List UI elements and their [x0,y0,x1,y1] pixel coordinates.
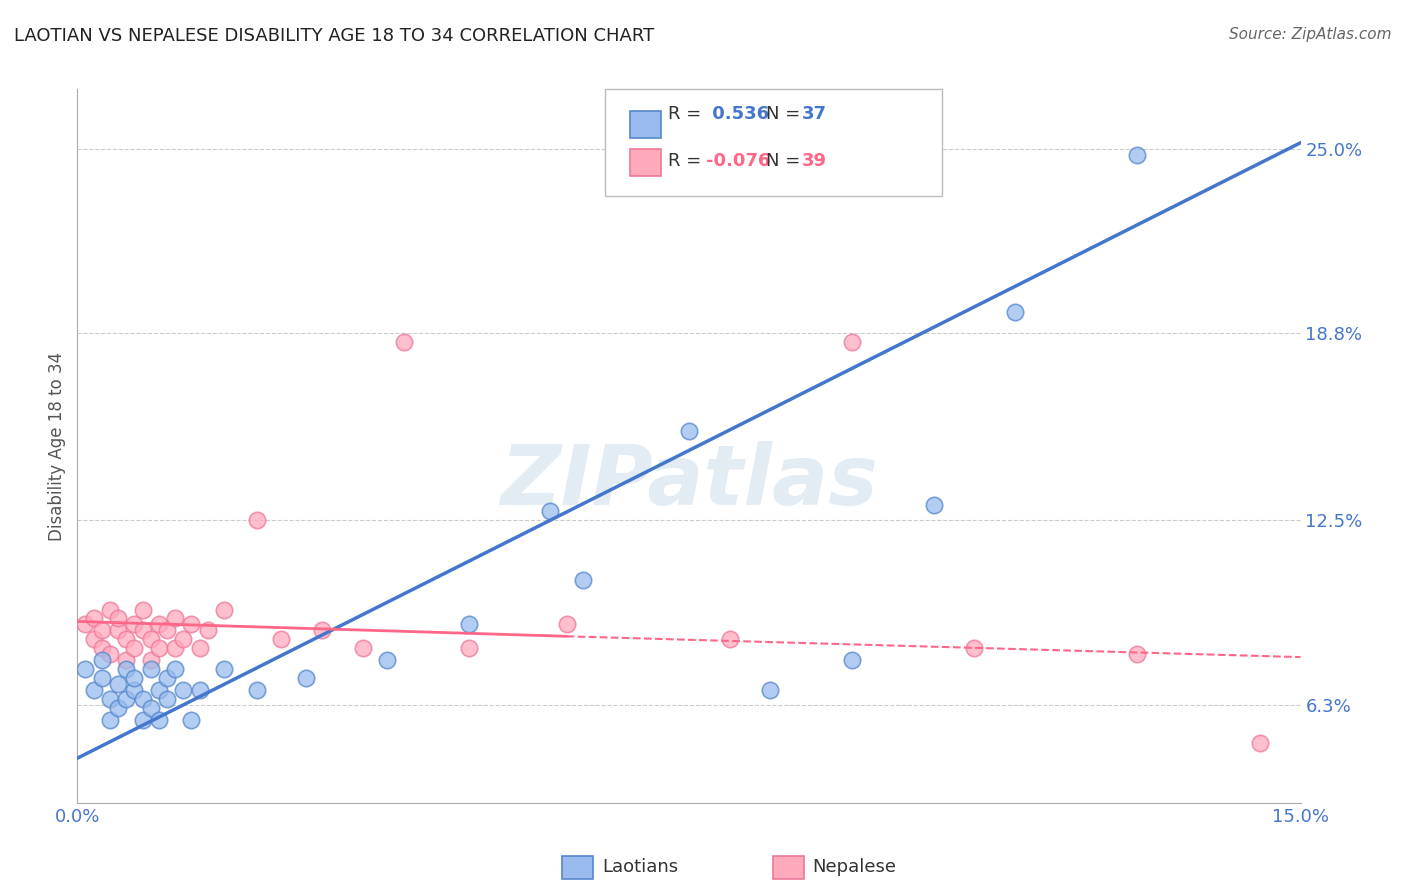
Point [83,611,105,625]
Point [352,641,374,656]
Point [139,700,162,714]
Point [131,602,153,616]
Point [139,653,162,667]
Point [156,691,179,706]
Point [148,641,170,656]
Point [75,617,97,632]
Text: R =: R = [668,152,707,169]
Point [131,691,153,706]
Point [922,499,945,513]
Point [172,632,194,647]
Point [246,682,269,697]
Y-axis label: Disability Age 18 to 34: Disability Age 18 to 34 [48,351,66,541]
Text: Source: ZipAtlas.com: Source: ZipAtlas.com [1229,27,1392,42]
Point [90,653,112,667]
Point [98,647,121,661]
Point [1249,736,1271,750]
Point [124,671,146,685]
Point [156,671,179,685]
Point [718,632,741,647]
Point [131,624,153,638]
Point [107,624,129,638]
Point [165,641,187,656]
Point [90,624,112,638]
Point [115,653,138,667]
Point [83,682,105,697]
Point [311,624,333,638]
Text: LAOTIAN VS NEPALESE DISABILITY AGE 18 TO 34 CORRELATION CHART: LAOTIAN VS NEPALESE DISABILITY AGE 18 TO… [14,27,654,45]
Point [188,682,211,697]
Point [148,617,170,632]
Text: Nepalese: Nepalese [813,858,897,876]
Point [375,653,398,667]
Point [98,602,121,616]
Text: ZIPatlas: ZIPatlas [501,442,877,522]
Point [115,632,138,647]
Point [124,617,146,632]
Point [98,691,121,706]
Point [115,691,138,706]
Point [90,641,112,656]
Text: R =: R = [668,105,707,123]
Point [107,700,129,714]
Point [107,611,129,625]
Point [148,713,170,727]
Point [392,334,415,349]
Text: 37: 37 [801,105,827,123]
Text: N =: N = [766,152,806,169]
Text: -0.076: -0.076 [706,152,770,169]
Point [270,632,292,647]
Point [172,682,194,697]
Text: 39: 39 [801,152,827,169]
Point [1126,147,1149,161]
Point [124,641,146,656]
Point [156,624,179,638]
Point [294,671,316,685]
Point [457,617,479,632]
Point [555,617,578,632]
Text: N =: N = [766,105,806,123]
Text: 0.536: 0.536 [706,105,769,123]
Point [75,662,97,676]
Point [180,713,202,727]
Point [457,641,479,656]
Point [841,653,863,667]
Point [246,513,269,527]
Point [90,671,112,685]
Point [538,504,561,518]
Point [841,334,863,349]
Point [83,632,105,647]
Point [180,617,202,632]
Point [678,424,700,438]
Point [139,662,162,676]
Point [188,641,211,656]
Point [212,662,235,676]
Point [1126,647,1149,661]
Point [115,662,138,676]
Point [148,682,170,697]
Point [212,602,235,616]
Point [1004,305,1026,319]
Point [98,713,121,727]
Point [165,611,187,625]
Point [963,641,986,656]
Point [197,624,219,638]
Point [124,682,146,697]
Point [107,677,129,691]
Text: Laotians: Laotians [602,858,678,876]
Point [165,662,187,676]
Point [131,713,153,727]
Point [572,573,595,587]
Point [759,682,782,697]
Point [139,632,162,647]
